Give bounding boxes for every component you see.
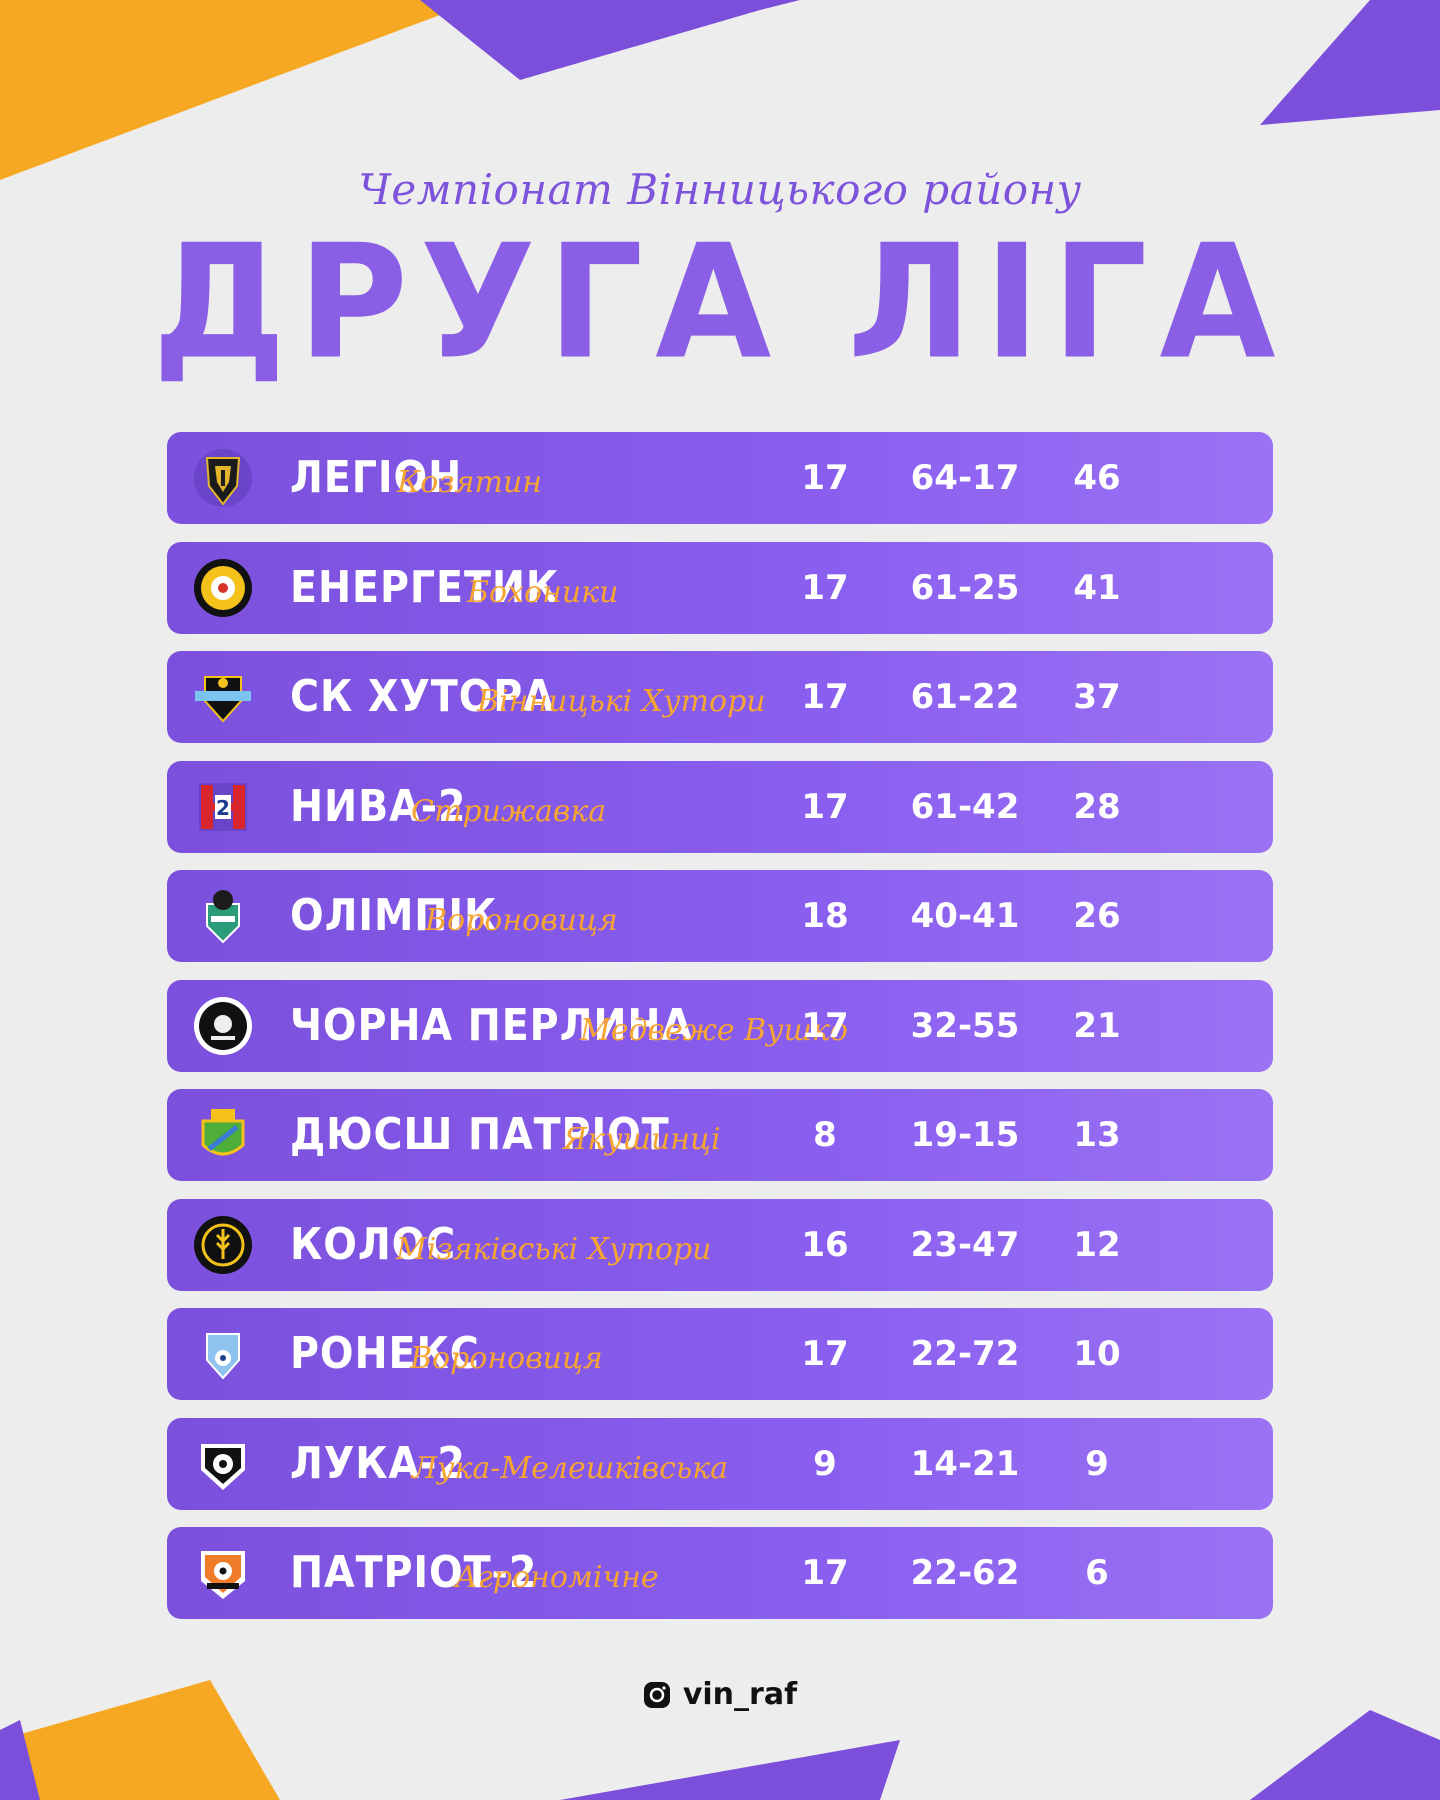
points: 37	[1073, 677, 1121, 717]
goal-difference: 61-42	[910, 786, 1020, 827]
table-row: КОЛОС Мізяківські Хутори 16 23-47 12	[167, 1198, 1273, 1291]
table-row: ЛУКА-2 Лука-Мелешківська 9 14-21 9	[167, 1417, 1273, 1510]
goal-difference: 61-25	[910, 567, 1020, 608]
team-name: ЧОРНА ПЕРЛИНА	[290, 999, 694, 1051]
table-row: СК ХУТОРА Вінницькі Хутори 17 61-22 37	[167, 651, 1273, 743]
team-city: Козятин	[397, 465, 543, 500]
points: 10	[1073, 1334, 1121, 1374]
games-played: 16	[801, 1224, 849, 1265]
goal-difference: 14-21	[910, 1443, 1020, 1484]
goal-difference: 32-55	[910, 1005, 1020, 1046]
team-name: ЛУКА-2	[290, 1437, 466, 1489]
games-played: 18	[801, 896, 849, 936]
team-city: Агрономічне	[455, 1560, 659, 1595]
team-name: ЛЕГІОН	[290, 452, 463, 503]
goal-difference: 22-72	[910, 1334, 1020, 1374]
points: 9	[1085, 1443, 1109, 1484]
points: 41	[1073, 567, 1121, 608]
table-row: ЧОРНА ПЕРЛИНА Медвеже Вушко 17 32-55 21	[167, 979, 1273, 1072]
orange-ball-shield-crest-icon	[201, 1551, 245, 1599]
goal-difference: 22-62	[910, 1553, 1020, 1593]
points: 46	[1073, 458, 1121, 498]
games-played: 17	[801, 1553, 849, 1593]
team-name: ОЛІМПІК	[290, 890, 498, 941]
letter-h2-crest-icon: 2	[199, 782, 247, 831]
team-name: КОЛОС	[290, 1218, 457, 1270]
team-city: Якушинці	[563, 1122, 721, 1157]
helmet-crest-icon	[194, 449, 252, 507]
table-row: ЛЕГІОН Козятин 17 64-17 46	[167, 432, 1273, 524]
games-played: 17	[801, 677, 849, 717]
round-ball-crest-icon	[194, 558, 252, 617]
pirate-round-crest-icon	[194, 996, 252, 1055]
blue-shield-crest-icon	[206, 1333, 240, 1380]
goal-difference: 64-17	[910, 458, 1020, 498]
team-city: Медвеже Вушко	[580, 1012, 848, 1048]
games-played: 9	[813, 1443, 837, 1484]
social-handle[interactable]: vin_raf	[682, 1677, 798, 1712]
goal-difference: 40-41	[910, 896, 1020, 936]
goal-difference: 19-15	[910, 1115, 1020, 1155]
team-name: ПАТРІОТ-2	[290, 1547, 538, 1598]
team-city: Вінницькі Хутори	[477, 684, 766, 719]
team-name: СК ХУТОРА	[290, 671, 555, 722]
table-row: ДЮСШ ПАТРІОТ Якушинці 8 19-15 13	[167, 1089, 1273, 1181]
games-played: 17	[801, 458, 849, 498]
table-row: 2 НИВА-2 Стрижавка 17 61-42 28	[167, 760, 1273, 853]
points: 13	[1073, 1115, 1121, 1155]
championship-subtitle: Чемпіонат Вінницького району	[358, 165, 1082, 214]
team-city: Вороновиця	[410, 1341, 603, 1376]
knight-shield-crest-icon	[206, 890, 240, 944]
points: 12	[1073, 1224, 1121, 1265]
team-name: ДЮСШ ПАТРІОТ	[290, 1109, 670, 1160]
games-played: 17	[801, 1005, 849, 1046]
table-row: ПАТРІОТ-2 Агрономічне 17 22-62 6	[167, 1527, 1273, 1619]
team-city: Мізяківські Хутори	[396, 1231, 712, 1267]
points: 28	[1073, 786, 1121, 827]
games-played: 8	[813, 1115, 837, 1155]
team-city: Стрижавка	[411, 793, 607, 829]
points: 21	[1073, 1005, 1121, 1046]
green-shield-crest-icon	[201, 1109, 245, 1156]
games-played: 17	[801, 567, 849, 608]
points: 26	[1073, 896, 1121, 936]
table-row: ЕНЕРГЕТИК Бохоники 17 61-25 41	[167, 541, 1273, 634]
team-name: ЕНЕРГЕТИК	[290, 561, 560, 613]
team-name: НИВА-2	[290, 780, 467, 832]
games-played: 17	[801, 786, 849, 827]
table-row: РОНЕКС Вороновиця 17 22-72 10	[167, 1308, 1273, 1400]
ball-shield-crest-icon	[201, 1443, 245, 1490]
goal-difference: 23-47	[910, 1224, 1020, 1265]
footer: vin_raf	[0, 1676, 1440, 1712]
team-city: Бохоники	[467, 574, 619, 610]
games-played: 17	[801, 1334, 849, 1374]
points: 6	[1085, 1553, 1109, 1593]
shield-banner-crest-icon	[195, 676, 251, 723]
team-name: РОНЕКС	[290, 1328, 480, 1379]
goal-difference: 61-22	[910, 677, 1020, 717]
league-title: ДРУГА ЛІГА	[152, 211, 1288, 395]
standings-table: ЛЕГІОН Козятин 17 64-17 46 ЕНЕРГЕТИК Бохоники 1…	[167, 432, 1273, 1637]
instagram-icon	[643, 1681, 670, 1708]
svg-text:2: 2	[216, 796, 230, 820]
wheat-round-crest-icon	[194, 1215, 252, 1274]
team-city: Лука-Мелешківська	[412, 1450, 729, 1486]
team-city: Вороновиця	[425, 903, 618, 938]
table-row: ОЛІМПІК Вороновиця 18 40-41 26	[167, 870, 1273, 962]
